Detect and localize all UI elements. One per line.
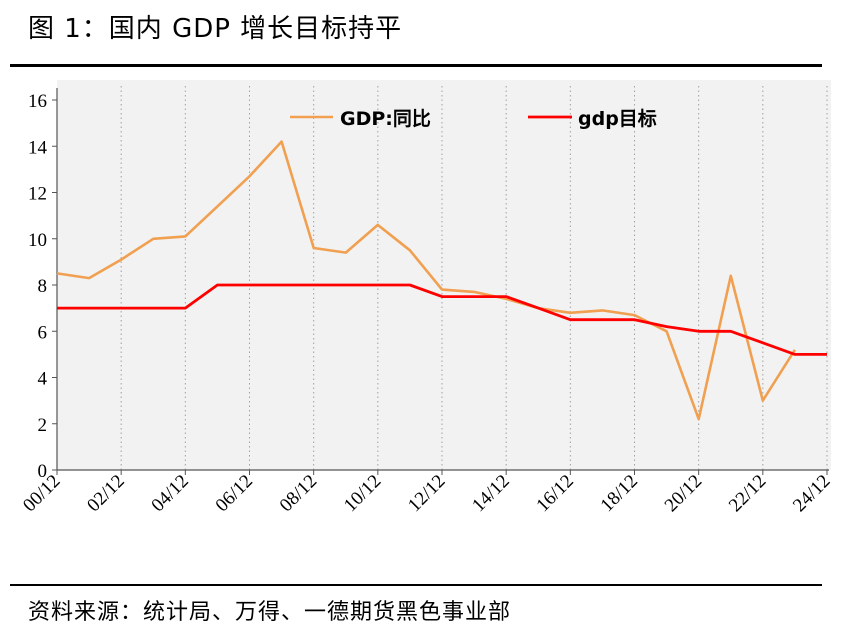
series-line-target [57, 283, 827, 356]
x-tick-label: 22/12 [725, 471, 770, 516]
x-tick-label: 04/12 [147, 471, 192, 516]
y-tick-label: 4 [38, 369, 48, 390]
series-line-gdp [56, 140, 796, 421]
x-tick-label: 24/12 [789, 471, 834, 516]
y-tick-label: 6 [38, 322, 48, 343]
y-tick-label: 10 [28, 230, 47, 251]
legend: GDP:同比 gdp目标 [290, 108, 657, 130]
source-note: 资料来源：统计局、万得、一德期货黑色事业部 [28, 600, 512, 625]
x-tick-label: 14/12 [468, 471, 513, 516]
x-tick-label: 10/12 [340, 471, 385, 516]
line-chart: 0 2 4 6 8 10 12 14 16 00/12 02/12 04/12 06/12 08/12 1… [19, 80, 835, 516]
top-rule [10, 64, 822, 67]
x-tick-label: 00/12 [19, 471, 64, 516]
y-tick-label: 16 [28, 91, 47, 112]
x-tick-label: 08/12 [276, 471, 321, 516]
x-tick-label: 18/12 [597, 471, 642, 516]
x-tick-label: 06/12 [212, 471, 257, 516]
y-tick-label: 2 [38, 415, 48, 436]
legend-label-gdp: GDP:同比 [340, 108, 431, 130]
x-tick-label: 20/12 [661, 471, 706, 516]
y-tick-label: 8 [38, 276, 48, 297]
bottom-rule [10, 584, 822, 586]
plot-area [57, 80, 831, 470]
y-tick-label: 0 [38, 461, 48, 482]
x-tick-label: 12/12 [404, 471, 449, 516]
gridlines [120, 86, 828, 470]
y-tick-label: 12 [28, 184, 47, 205]
x-axis-ticks: 00/12 02/12 04/12 06/12 08/12 10/12 12/12 14/12… [19, 470, 835, 516]
x-tick-label: 16/12 [532, 471, 577, 516]
figure-title: 图 1：国内 GDP 增长目标持平 [28, 14, 403, 44]
y-axis-ticks: 0 2 4 6 8 10 12 14 16 [28, 91, 57, 482]
series-lines [56, 140, 828, 421]
legend-label-target: gdp目标 [578, 108, 657, 130]
y-tick-label: 14 [28, 137, 48, 158]
x-tick-label: 02/12 [83, 471, 128, 516]
